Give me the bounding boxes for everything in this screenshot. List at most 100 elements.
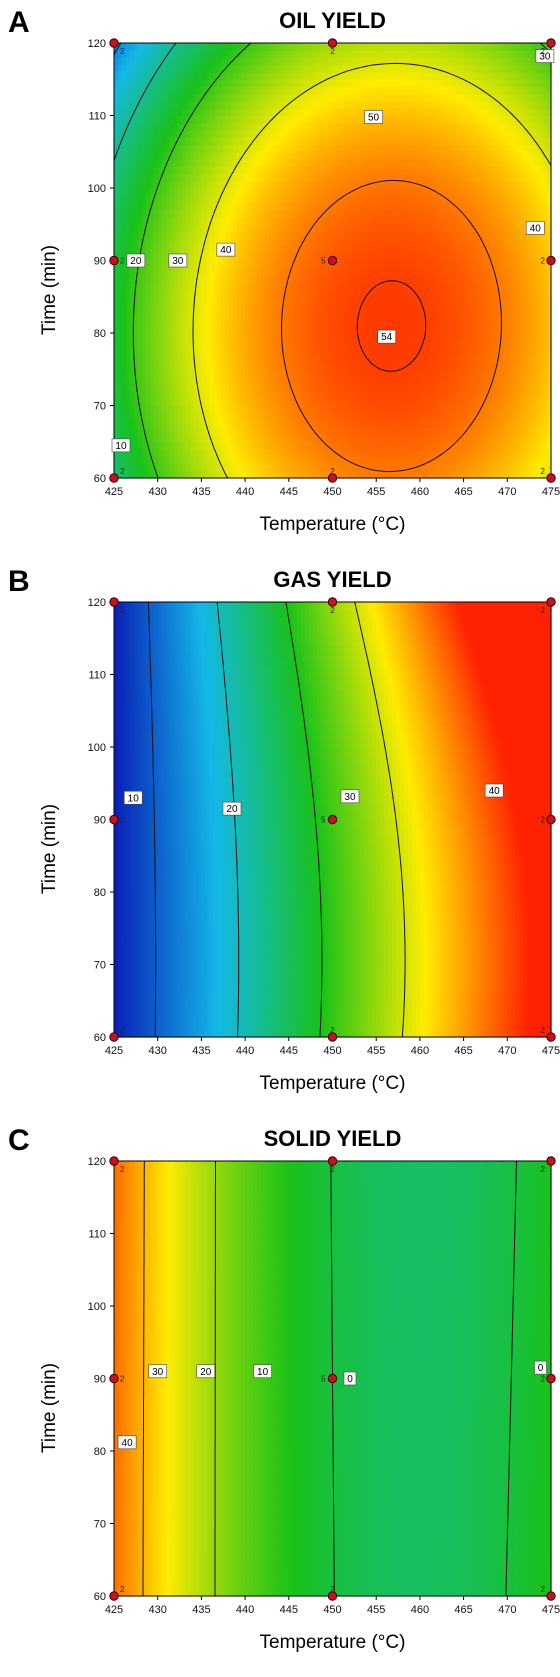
heatmap-cell	[404, 209, 409, 218]
heatmap-cell	[225, 72, 230, 80]
heatmap-cell	[427, 463, 433, 472]
heatmap-cell	[161, 296, 167, 305]
heatmap-cell	[380, 202, 385, 211]
heatmap-cell	[225, 57, 230, 66]
heatmap-cell	[121, 427, 127, 436]
heatmap-cell	[284, 231, 290, 240]
heatmap-cell	[396, 434, 401, 443]
heatmap-cell	[316, 173, 322, 182]
heatmap-cell	[324, 217, 330, 225]
heatmap-cell	[300, 456, 306, 465]
heatmap-cell	[411, 238, 417, 247]
heatmap-cell	[312, 151, 318, 160]
heatmap-cell	[233, 57, 238, 66]
heatmap-cell	[415, 391, 421, 399]
heatmap-cell	[161, 340, 167, 349]
heatmap-cell	[419, 144, 425, 153]
heatmap-cell	[237, 383, 242, 392]
heatmap-cell	[312, 376, 318, 385]
heatmap-cell	[280, 64, 286, 73]
heatmap-cell	[185, 470, 191, 479]
heatmap-cell	[308, 246, 314, 254]
heatmap-cell	[272, 144, 278, 153]
heatmap-cell	[145, 43, 151, 51]
heatmap-cell	[368, 470, 373, 479]
heatmap-cell	[435, 188, 441, 196]
heatmap-cell	[173, 362, 179, 370]
heatmap-cell	[237, 412, 242, 421]
heatmap-cell	[276, 267, 282, 276]
heatmap-cell	[439, 101, 445, 109]
heatmap-cell	[129, 195, 135, 204]
heatmap-cell	[415, 267, 421, 276]
heatmap-cell	[209, 180, 214, 189]
heatmap-cell	[117, 159, 123, 167]
heatmap-cell	[419, 253, 425, 262]
heatmap-cell	[161, 246, 167, 254]
heatmap-cell	[117, 209, 123, 218]
heatmap-cell	[384, 72, 389, 80]
heatmap-cell	[407, 231, 413, 240]
heatmap-cell	[380, 159, 385, 167]
heatmap-cell	[364, 93, 369, 102]
heatmap-cell	[392, 195, 397, 204]
heatmap-cell	[364, 231, 369, 240]
heatmap-cell	[177, 311, 183, 320]
heatmap-cell	[435, 57, 441, 66]
heatmap-cell	[241, 93, 246, 102]
heatmap-cell	[320, 246, 326, 254]
heatmap-cell	[368, 405, 373, 414]
heatmap-cell	[356, 354, 361, 363]
heatmap-cell	[340, 340, 346, 349]
heatmap-cell	[114, 238, 119, 247]
heatmap-cell	[300, 267, 306, 276]
heatmap-cell	[372, 188, 377, 196]
heatmap-cell	[304, 434, 310, 443]
heatmap-cell	[427, 449, 433, 457]
heatmap-cell	[411, 137, 417, 146]
heatmap-cell	[352, 318, 357, 327]
heatmap-cell	[121, 166, 127, 175]
heatmap-cell	[201, 79, 206, 88]
heatmap-cell	[423, 231, 429, 240]
heatmap-cell	[181, 304, 187, 312]
heatmap-cell	[396, 188, 401, 196]
heatmap-cell	[404, 354, 409, 363]
heatmap-cell	[336, 137, 342, 146]
heatmap-cell	[276, 405, 282, 414]
heatmap-cell	[427, 362, 433, 370]
heatmap-cell	[173, 217, 179, 225]
heatmap-cell	[276, 64, 282, 73]
heatmap-cell	[157, 296, 163, 305]
heatmap-cell	[280, 79, 286, 88]
heatmap-cell	[173, 376, 179, 385]
heatmap-cell	[237, 224, 242, 233]
heatmap-cell	[352, 224, 357, 233]
heatmap-cell	[384, 217, 389, 225]
heatmap-cell	[352, 325, 357, 334]
heatmap-cell	[404, 72, 409, 80]
heatmap-cell	[407, 391, 413, 399]
heatmap-cell	[336, 151, 342, 160]
heatmap-cell	[396, 333, 401, 341]
heatmap-cell	[201, 289, 206, 298]
heatmap-cell	[427, 325, 433, 334]
heatmap-cell	[237, 354, 242, 363]
heatmap-cell	[213, 57, 218, 66]
heatmap-cell	[221, 144, 226, 153]
heatmap-cell	[396, 304, 401, 312]
heatmap-cell	[356, 64, 361, 73]
heatmap-cell	[364, 325, 369, 334]
heatmap-cell	[153, 376, 159, 385]
heatmap-cell	[372, 72, 377, 80]
heatmap-cell	[372, 340, 377, 349]
heatmap-cell	[284, 391, 290, 399]
heatmap-cell	[209, 108, 214, 117]
heatmap-cell	[328, 50, 334, 59]
heatmap-cell	[264, 50, 270, 59]
heatmap-cell	[229, 434, 234, 443]
heatmap-cell	[137, 108, 143, 117]
heatmap-cell	[411, 260, 417, 269]
heatmap-cell	[125, 108, 131, 117]
heatmap-cell	[137, 137, 143, 146]
